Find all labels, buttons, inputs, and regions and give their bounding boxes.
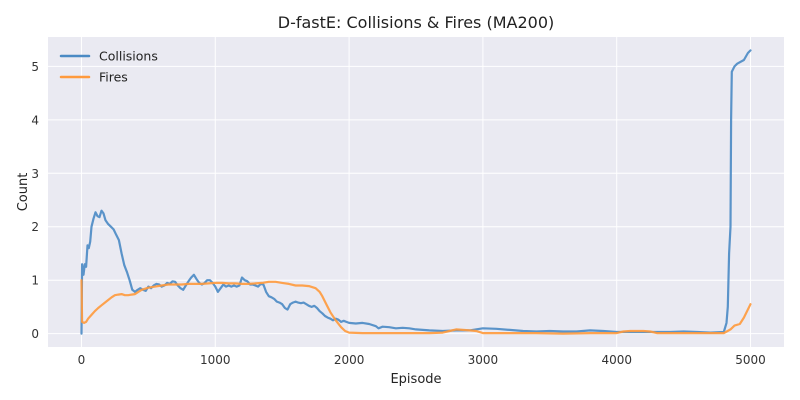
y-axis-label: Count [16, 173, 31, 212]
plot-background [48, 37, 784, 347]
y-axis: 0 1 2 3 4 5 [31, 60, 39, 341]
series-line-fires [80, 279, 752, 335]
x-tick-label: 2000 [334, 353, 365, 367]
x-axis: 0 1000 2000 3000 4000 5000 [78, 353, 766, 367]
x-tick-label: 4000 [601, 353, 632, 367]
x-tick-label: 1000 [200, 353, 231, 367]
x-axis-label: Episode [390, 372, 441, 387]
chart-title: D-fastE: Collisions & Fires (MA200) [278, 13, 554, 32]
series-layer [80, 49, 752, 335]
y-tick-label: 2 [31, 220, 39, 234]
y-tick-label: 4 [31, 113, 39, 127]
x-tick-label: 3000 [468, 353, 499, 367]
grid [48, 37, 784, 347]
series-line-collisions [80, 49, 752, 335]
x-tick-label: 0 [78, 353, 86, 367]
x-tick-label: 5000 [735, 353, 766, 367]
legend: Collisions Fires [59, 49, 158, 85]
y-tick-label: 3 [31, 167, 39, 181]
legend-label-collisions: Collisions [99, 49, 158, 64]
y-tick-label: 1 [31, 274, 39, 288]
y-tick-label: 0 [31, 327, 39, 341]
legend-label-fires: Fires [99, 70, 128, 85]
y-tick-label: 5 [31, 60, 39, 74]
